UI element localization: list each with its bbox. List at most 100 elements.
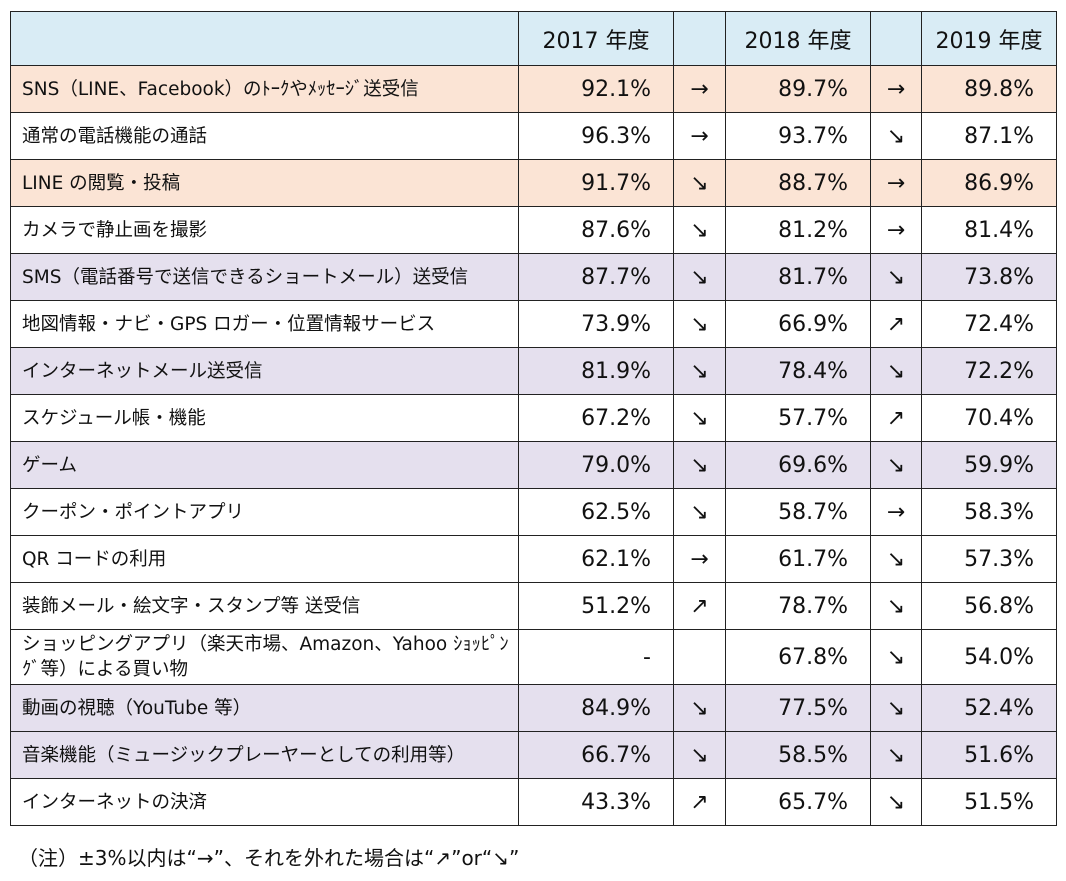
table-row: カメラで静止画を撮影 87.6% ↘ 81.2% → 81.4% (10, 206, 1057, 254)
table-row: QR コードの利用 62.1% → 61.7% ↘ 57.3% (10, 535, 1057, 583)
value-2019: 70.4% (921, 394, 1057, 442)
usage-table: 2017 年度 2018 年度 2019 年度 SNS（LINE、Faceboo… (10, 11, 1057, 826)
value-2017: 81.9% (518, 347, 674, 395)
row-label: 地図情報・ナビ・GPS ロガー・位置情報サービス (10, 300, 519, 348)
header-arrow-2 (870, 11, 922, 66)
header-2019: 2019 年度 (921, 11, 1057, 66)
table-row: ショッピングアプリ（楽天市場、Amazon、Yahoo ｼｮｯﾋﾟﾝｸﾞ等）によ… (10, 629, 1057, 685)
header-row: 2017 年度 2018 年度 2019 年度 (10, 11, 1057, 66)
trend-arrow-2017-2018: ↘ (673, 684, 726, 732)
value-2018: 58.7% (725, 488, 871, 536)
table-row: インターネットの決済 43.3% ↗ 65.7% ↘ 51.5% (10, 778, 1057, 826)
value-2017: 87.7% (518, 253, 674, 301)
value-2019: 89.8% (921, 65, 1057, 113)
value-2019: 57.3% (921, 535, 1057, 583)
trend-arrow-2018-2019: ↘ (870, 582, 922, 630)
value-2018: 81.2% (725, 206, 871, 254)
trend-arrow-2018-2019: ↘ (870, 684, 922, 732)
header-arrow-1 (673, 11, 726, 66)
value-2019: 51.5% (921, 778, 1057, 826)
value-2018: 89.7% (725, 65, 871, 113)
row-label: ゲーム (10, 441, 519, 489)
value-2018: 61.7% (725, 535, 871, 583)
row-label: 音楽機能（ミュージックプレーヤーとしての利用等） (10, 731, 519, 779)
table-row: LINE の閲覧・投稿 91.7% ↘ 88.7% → 86.9% (10, 159, 1057, 207)
trend-arrow-2018-2019: → (870, 488, 922, 536)
row-label: スケジュール帳・機能 (10, 394, 519, 442)
trend-arrow-2018-2019: ↘ (870, 778, 922, 826)
value-2019: 87.1% (921, 112, 1057, 160)
footnote: （注）±3%以内は“→”、それを外れた場合は“↗”or“↘” (18, 846, 520, 870)
value-2017: 66.7% (518, 731, 674, 779)
trend-arrow-2017-2018: ↘ (673, 731, 726, 779)
value-2018: 67.8% (725, 629, 871, 685)
trend-arrow-2018-2019: → (870, 65, 922, 113)
trend-arrow-2017-2018: ↘ (673, 347, 726, 395)
trend-arrow-2017-2018: ↘ (673, 253, 726, 301)
table-row: ゲーム 79.0% ↘ 69.6% ↘ 59.9% (10, 441, 1057, 489)
trend-arrow-2017-2018: → (673, 65, 726, 113)
trend-arrow-2017-2018: → (673, 112, 726, 160)
value-2018: 88.7% (725, 159, 871, 207)
header-label-cell (10, 11, 519, 66)
value-2019: 81.4% (921, 206, 1057, 254)
value-2018: 69.6% (725, 441, 871, 489)
value-2019: 73.8% (921, 253, 1057, 301)
row-label: インターネットメール送受信 (10, 347, 519, 395)
trend-arrow-2017-2018: ↗ (673, 582, 726, 630)
value-2018: 93.7% (725, 112, 871, 160)
trend-arrow-2017-2018: ↘ (673, 159, 726, 207)
row-label: LINE の閲覧・投稿 (10, 159, 519, 207)
table-row: クーポン・ポイントアプリ 62.5% ↘ 58.7% → 58.3% (10, 488, 1057, 536)
value-2019: 51.6% (921, 731, 1057, 779)
row-label: SNS（LINE、Facebook）のﾄｰｸやﾒｯｾｰｼﾞ送受信 (10, 65, 519, 113)
value-2017: 84.9% (518, 684, 674, 732)
value-2018: 65.7% (725, 778, 871, 826)
trend-arrow-2018-2019: → (870, 159, 922, 207)
table-row: 地図情報・ナビ・GPS ロガー・位置情報サービス 73.9% ↘ 66.9% ↗ 72.4… (10, 300, 1057, 348)
trend-arrow-2018-2019: ↘ (870, 253, 922, 301)
table-row: インターネットメール送受信 81.9% ↘ 78.4% ↘ 72.2% (10, 347, 1057, 395)
row-label: SMS（電話番号で送信できるショートメール）送受信 (10, 253, 519, 301)
trend-arrow-2017-2018: ↘ (673, 394, 726, 442)
value-2019: 56.8% (921, 582, 1057, 630)
trend-arrow-2018-2019: ↘ (870, 629, 922, 685)
trend-arrow-2018-2019: → (870, 206, 922, 254)
table-row: 通常の電話機能の通話 96.3% → 93.7% ↘ 87.1% (10, 112, 1057, 160)
value-2018: 57.7% (725, 394, 871, 442)
value-2018: 81.7% (725, 253, 871, 301)
value-2018: 66.9% (725, 300, 871, 348)
table-row: 装飾メール・絵文字・スタンプ等 送受信 51.2% ↗ 78.7% ↘ 56.8% (10, 582, 1057, 630)
trend-arrow-2017-2018: ↘ (673, 488, 726, 536)
value-2017: 62.1% (518, 535, 674, 583)
value-2017: 79.0% (518, 441, 674, 489)
trend-arrow-2018-2019: ↘ (870, 535, 922, 583)
value-2017: - (518, 629, 674, 685)
value-2017: 92.1% (518, 65, 674, 113)
trend-arrow-2017-2018: ↘ (673, 206, 726, 254)
table-row: 音楽機能（ミュージックプレーヤーとしての利用等） 66.7% ↘ 58.5% ↘ 51.6… (10, 731, 1057, 779)
row-label: インターネットの決済 (10, 778, 519, 826)
trend-arrow-2018-2019: ↘ (870, 441, 922, 489)
trend-arrow-2018-2019: ↘ (870, 347, 922, 395)
value-2017: 43.3% (518, 778, 674, 826)
row-label: 通常の電話機能の通話 (10, 112, 519, 160)
value-2019: 59.9% (921, 441, 1057, 489)
trend-arrow-2018-2019: ↘ (870, 112, 922, 160)
row-label: QR コードの利用 (10, 535, 519, 583)
value-2017: 87.6% (518, 206, 674, 254)
value-2017: 51.2% (518, 582, 674, 630)
value-2018: 78.7% (725, 582, 871, 630)
trend-arrow-2017-2018 (673, 629, 726, 685)
trend-arrow-2017-2018: → (673, 535, 726, 583)
trend-arrow-2017-2018: ↗ (673, 778, 726, 826)
table-row: スケジュール帳・機能 67.2% ↘ 57.7% ↗ 70.4% (10, 394, 1057, 442)
row-label: カメラで静止画を撮影 (10, 206, 519, 254)
value-2018: 78.4% (725, 347, 871, 395)
trend-arrow-2018-2019: ↗ (870, 300, 922, 348)
trend-arrow-2017-2018: ↘ (673, 300, 726, 348)
table-row: SNS（LINE、Facebook）のﾄｰｸやﾒｯｾｰｼﾞ送受信 92.1% → 89… (10, 65, 1057, 113)
value-2017: 73.9% (518, 300, 674, 348)
value-2017: 62.5% (518, 488, 674, 536)
value-2018: 58.5% (725, 731, 871, 779)
